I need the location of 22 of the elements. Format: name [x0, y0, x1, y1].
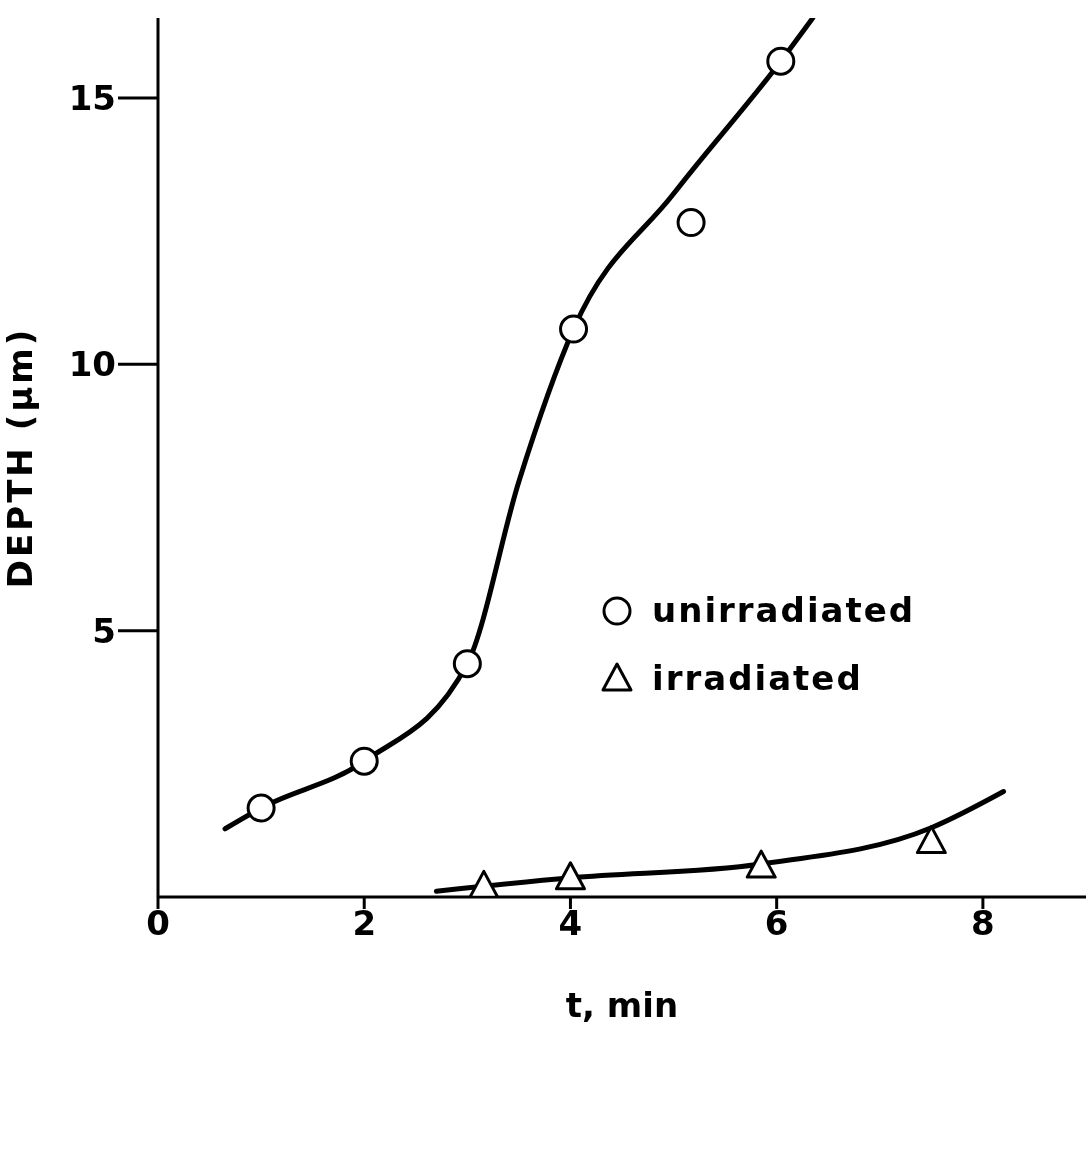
x-axis-title: t, min: [565, 985, 679, 1025]
legend-label: irradiated: [652, 658, 863, 698]
point: [745, 849, 777, 879]
point: [559, 314, 589, 344]
point: [246, 793, 276, 823]
point: [349, 746, 379, 776]
x-tick-label: 2: [352, 903, 377, 944]
point: [915, 825, 947, 855]
x-tick-label: 0: [146, 903, 170, 944]
legend-label: unirradiated: [652, 590, 916, 630]
y-tick-label: 5: [92, 610, 116, 651]
x-tick-label: 8: [971, 903, 995, 944]
point: [468, 869, 500, 897]
point: [766, 46, 796, 76]
point: [676, 208, 706, 238]
point: [452, 649, 482, 679]
y-tick-label: 10: [68, 344, 116, 385]
y-tick-label: 15: [68, 77, 116, 118]
point: [554, 861, 586, 891]
x-tick-label: 6: [764, 903, 789, 944]
y-axis-title: DEPTH (μm): [0, 326, 41, 589]
x-tick-label: 4: [558, 903, 583, 944]
